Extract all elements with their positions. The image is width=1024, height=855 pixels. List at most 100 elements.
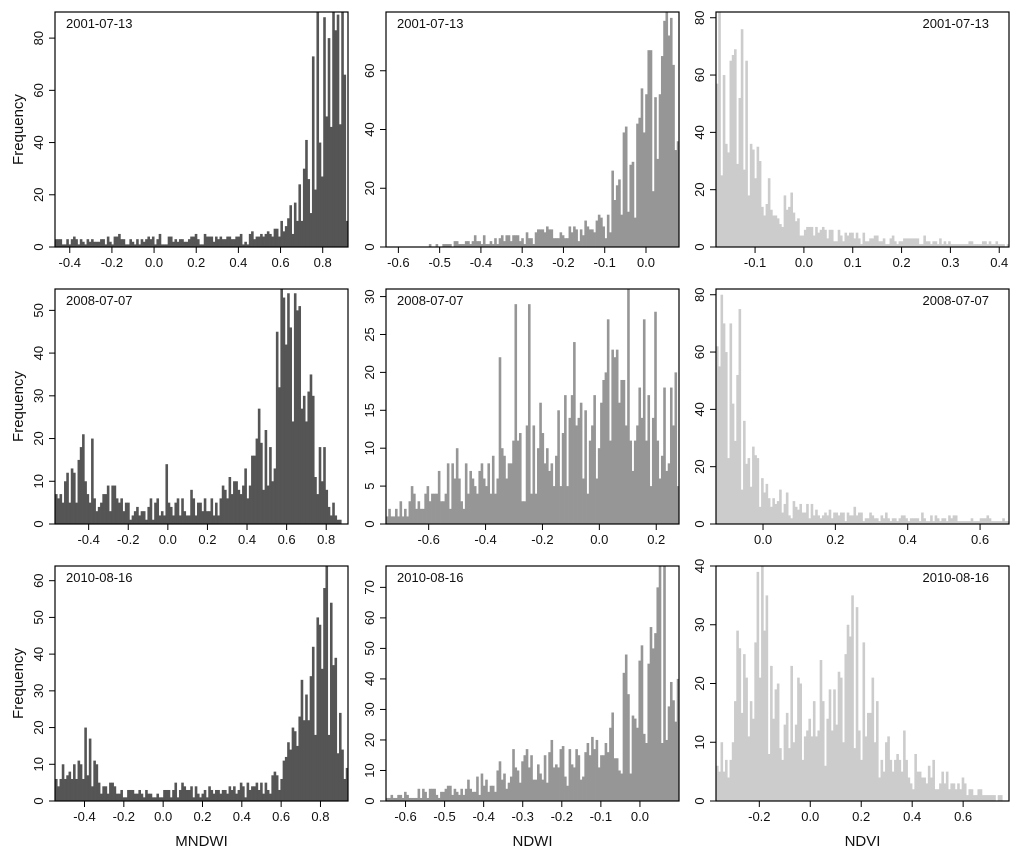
histogram-bar — [91, 786, 94, 801]
histogram-bar — [776, 218, 780, 247]
histogram-bar — [174, 502, 178, 524]
histogram-bar — [611, 170, 614, 248]
histogram-bar — [916, 238, 920, 247]
histogram-bar — [754, 642, 757, 802]
histogram-bar — [631, 715, 635, 801]
histogram-bar — [806, 730, 809, 801]
histogram-bar — [575, 749, 578, 801]
histogram-bar — [997, 244, 1001, 247]
histogram-bar — [194, 515, 198, 524]
histogram-bar — [591, 229, 594, 248]
histogram-bar — [203, 789, 207, 801]
histogram-bar — [93, 760, 96, 801]
histogram-bar — [309, 374, 313, 524]
histogram-bar — [799, 683, 802, 801]
histogram-bar — [629, 773, 633, 801]
histogram-bar — [527, 767, 531, 801]
histogram-bar — [559, 486, 563, 524]
histogram-bar — [792, 501, 796, 524]
histogram-bar — [70, 239, 74, 247]
histogram-bar — [752, 718, 755, 801]
histogram-bar — [570, 764, 574, 801]
y-tick-label: 50 — [31, 303, 46, 317]
histogram-bar — [437, 797, 441, 801]
histogram-bar — [848, 636, 852, 801]
histogram-bar — [61, 502, 65, 524]
histogram-bar — [891, 235, 895, 247]
histogram-bar — [595, 220, 599, 247]
histogram-bar — [909, 783, 913, 802]
histogram-bar — [548, 229, 551, 248]
histogram-bar — [781, 226, 784, 247]
histogram-bar — [882, 771, 886, 802]
histogram-bar — [417, 501, 421, 524]
histogram-bar — [799, 235, 802, 247]
histogram-bar — [734, 701, 737, 802]
histogram-bar — [674, 372, 678, 524]
histogram-bar — [826, 238, 830, 247]
histogram-bar — [767, 754, 771, 801]
histogram-bar — [217, 239, 220, 247]
histogram-bar — [857, 238, 861, 247]
histogram-bar — [837, 515, 841, 524]
histogram-bar — [404, 791, 407, 801]
histogram-bar — [645, 743, 648, 801]
histogram-bar — [806, 503, 809, 524]
histogram-bar — [640, 645, 644, 801]
histogram-bar — [106, 793, 110, 801]
histogram-bar — [217, 789, 220, 801]
y-axis-title: Frequency — [10, 371, 27, 442]
histogram-bar — [772, 215, 775, 247]
histogram-bar — [743, 654, 746, 802]
histogram-bar — [246, 498, 250, 524]
histogram-bar — [88, 241, 92, 247]
histogram-bar — [885, 244, 888, 247]
histogram-bar — [658, 94, 662, 247]
histogram-bar — [311, 56, 315, 247]
histogram-bar — [422, 788, 425, 801]
histogram-bar — [239, 782, 243, 801]
x-tick-label: 0.4 — [233, 809, 251, 824]
histogram-bar — [792, 212, 796, 247]
histogram-bar — [738, 648, 742, 801]
histogram-bar — [975, 521, 978, 524]
histogram-bar — [446, 785, 450, 801]
histogram-bar — [302, 395, 306, 524]
histogram-bar — [885, 742, 888, 801]
histogram-bar — [433, 788, 436, 801]
histogram-bar — [464, 241, 468, 248]
histogram-bar — [122, 511, 126, 524]
histogram-bar — [783, 195, 787, 247]
histogram-bar — [725, 143, 728, 247]
histogram-bar — [663, 20, 666, 248]
histogram-bar — [543, 755, 547, 801]
histogram-bar — [600, 402, 603, 524]
histogram-bar — [183, 241, 187, 247]
histogram-bar — [604, 743, 608, 801]
histogram-bar — [761, 478, 764, 524]
y-tick-label: 20 — [362, 365, 377, 379]
histogram-bar — [672, 425, 675, 524]
histogram-bar — [147, 793, 151, 801]
histogram-bar — [532, 244, 536, 247]
x-axis-title: NDVI — [845, 833, 881, 850]
y-tick-label: 40 — [692, 125, 707, 139]
histogram-bar — [336, 753, 340, 801]
histogram-bar — [311, 646, 315, 801]
histogram-bar — [740, 712, 744, 802]
histogram-bar — [494, 238, 497, 247]
histogram-bar — [413, 493, 416, 524]
histogram-bar — [145, 789, 148, 801]
y-tick-label: 70 — [362, 580, 377, 594]
histogram-bar — [999, 795, 1003, 802]
histogram-bar — [77, 760, 81, 801]
histogram-bar — [645, 94, 648, 247]
histogram-bar — [993, 795, 996, 802]
histogram-bar — [930, 515, 933, 524]
histogram-bar — [609, 232, 612, 247]
histogram-bar — [790, 518, 793, 524]
x-tick-label: -0.3 — [512, 809, 534, 824]
histogram-bar — [779, 224, 782, 247]
histogram-bar — [491, 244, 495, 247]
histogram-bar — [990, 521, 994, 524]
